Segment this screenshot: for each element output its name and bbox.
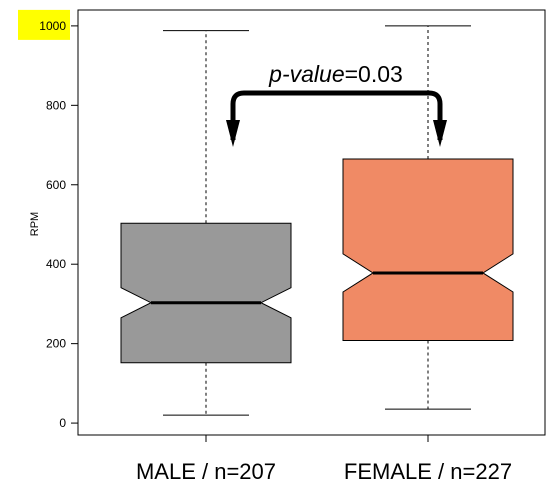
significance-annotation: p-value=0.03 bbox=[226, 61, 447, 147]
x-axis: MALE / n=207 FEMALE / n=227 bbox=[136, 435, 512, 484]
y-axis: 0 200 400 600 800 1000 bbox=[18, 9, 78, 430]
p-value-label: p-value=0.03 bbox=[268, 61, 403, 87]
y-tick-label: 200 bbox=[46, 337, 66, 351]
y-tick-label: 800 bbox=[46, 98, 66, 112]
y-tick-label: 0 bbox=[59, 416, 66, 430]
tick-highlight bbox=[18, 9, 70, 40]
x-category-label: MALE / n=207 bbox=[136, 459, 276, 484]
y-axis-label: RPM bbox=[29, 212, 41, 236]
y-tick-label: 400 bbox=[46, 257, 66, 271]
arrow-left bbox=[226, 120, 240, 147]
plot-frame bbox=[77, 9, 546, 436]
notched-box bbox=[120, 222, 292, 364]
bracket bbox=[230, 90, 443, 140]
arrow-right bbox=[433, 120, 447, 147]
x-category-label: FEMALE / n=227 bbox=[344, 459, 512, 484]
y-tick-label: 600 bbox=[46, 178, 66, 192]
box-group bbox=[342, 25, 514, 410]
boxes bbox=[120, 25, 514, 416]
box-group bbox=[120, 30, 292, 416]
notched-box bbox=[342, 158, 514, 341]
y-tick-label: 1000 bbox=[39, 19, 66, 33]
